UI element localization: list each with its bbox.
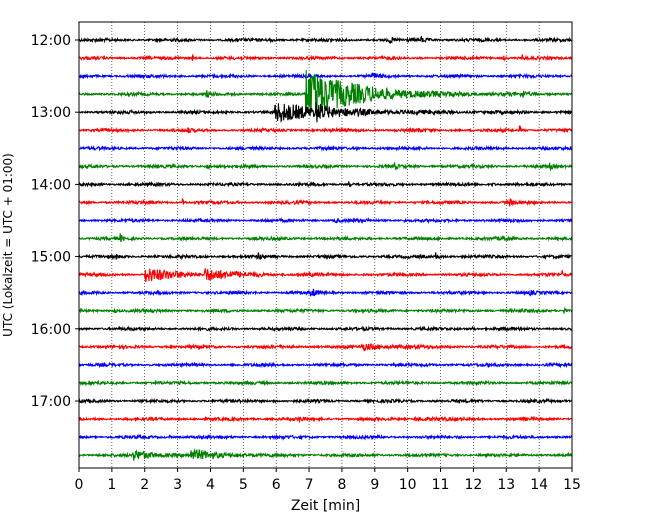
trace-line: [78, 70, 573, 117]
y-tick-label: 15:00: [31, 250, 71, 266]
trace-line: [78, 379, 573, 387]
y-axis-ticks: 12:00 13:00 14:00 15:00 16:00 17:00: [31, 33, 79, 410]
x-tick-label: 13: [497, 477, 515, 493]
x-tick-label: 0: [75, 477, 84, 493]
trace-line: [78, 433, 573, 441]
x-tick-label: 1: [107, 477, 116, 493]
x-tick-label: 14: [530, 477, 548, 493]
x-tick-label: 6: [272, 477, 281, 493]
y-tick-label: 17:00: [31, 394, 71, 410]
x-tick-label: 5: [239, 477, 248, 493]
x-tick-label: 10: [399, 477, 417, 493]
trace-line: [78, 361, 573, 369]
y-tick-label: 16:00: [31, 322, 71, 338]
x-axis-label: Zeit [min]: [291, 498, 360, 514]
trace-line: [78, 415, 573, 424]
trace-line: [78, 306, 573, 315]
x-tick-label: 9: [370, 477, 379, 493]
trace-line: [78, 448, 573, 461]
x-tick-label: 11: [432, 477, 450, 493]
trace-line: [78, 53, 573, 63]
trace-line: [78, 198, 573, 207]
x-tick-label: 4: [206, 477, 215, 493]
trace-lines: [78, 35, 573, 461]
trace-line: [78, 233, 573, 243]
plot-area-frame: [78, 21, 573, 469]
trace-line: [78, 288, 573, 297]
x-axis-ticks: 0 1 2 3 4 5 6 7 8 9 10 11 12 13 14 15: [75, 468, 581, 493]
y-tick-label: 13:00: [31, 105, 71, 121]
trace-line: [78, 35, 573, 44]
trace-line: [78, 162, 573, 172]
trace-line: [78, 325, 573, 333]
trace-line: [78, 125, 573, 134]
x-tick-label: 8: [337, 477, 346, 493]
trace-line: [78, 216, 573, 225]
x-tick-label: 3: [173, 477, 182, 493]
grid-lines: [111, 22, 540, 468]
x-tick-label: 12: [464, 477, 482, 493]
y-tick-label: 12:00: [31, 33, 71, 49]
trace-line: [78, 180, 573, 188]
trace-line: [78, 343, 573, 352]
x-tick-label: 15: [563, 477, 581, 493]
trace-line: [78, 72, 573, 80]
trace-line: [78, 144, 573, 152]
y-axis-label: UTC (Lokalzeit = UTC + 01:00): [1, 153, 15, 337]
x-tick-label: 7: [305, 477, 314, 493]
trace-line: [78, 252, 573, 261]
trace-line: [78, 268, 573, 283]
x-tick-label: 2: [140, 477, 149, 493]
trace-line: [78, 102, 573, 123]
trace-line: [78, 397, 573, 405]
y-tick-label: 14:00: [31, 177, 71, 193]
